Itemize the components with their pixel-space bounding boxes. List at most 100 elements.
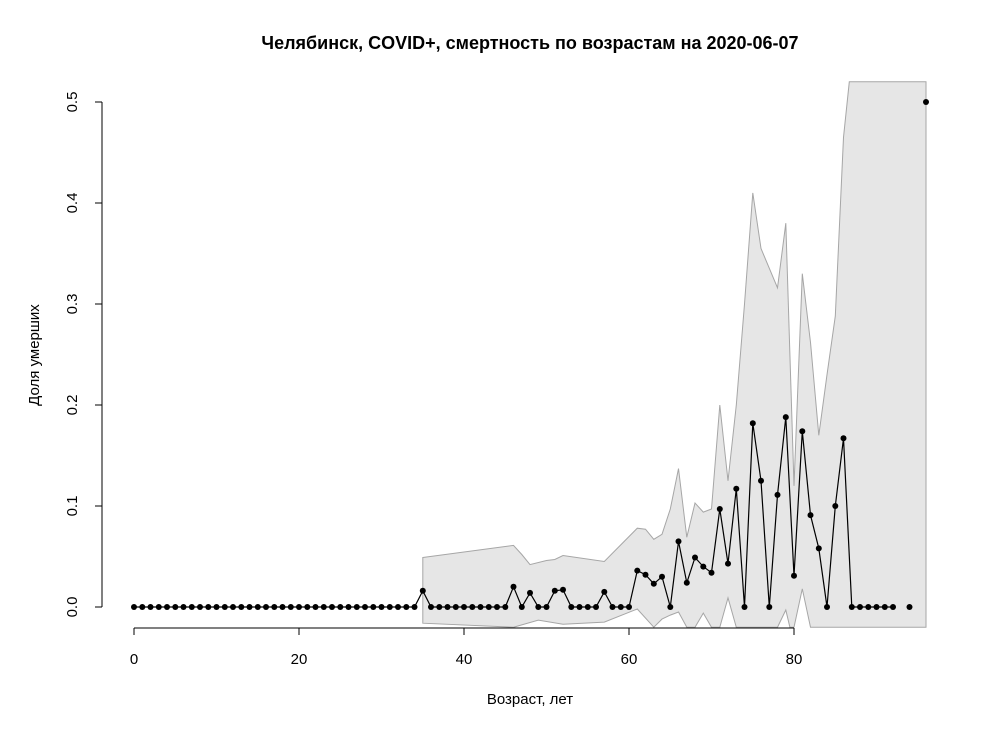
data-point: [857, 604, 863, 610]
y-axis-label: Доля умерших: [26, 304, 43, 406]
data-point: [452, 604, 459, 610]
data-point: [254, 604, 261, 610]
data-point: [246, 604, 253, 610]
data-point: [395, 604, 401, 610]
data-point: [419, 587, 426, 594]
data-point: [502, 604, 509, 610]
data-point: [568, 604, 575, 610]
data-point: [527, 589, 533, 596]
data-point: [172, 604, 179, 610]
data-point: [683, 579, 690, 586]
data-point: [312, 604, 319, 610]
data-point: [733, 485, 740, 492]
data-point: [370, 604, 377, 610]
data-point: [477, 604, 484, 610]
data-point: [824, 604, 830, 610]
data-point: [155, 604, 162, 610]
data-point: [881, 604, 888, 610]
data-point: [436, 604, 443, 610]
data-point: [923, 99, 929, 105]
data-point: [485, 604, 492, 610]
data-point: [213, 604, 220, 610]
x-axis-ticks: 0 20 40 60 80: [130, 628, 803, 668]
data-point: [782, 414, 789, 421]
data-point: [626, 604, 632, 610]
data-point: [807, 512, 814, 519]
data-point: [865, 604, 872, 610]
data-point: [617, 604, 624, 610]
data-point: [428, 604, 434, 610]
data-point: [725, 560, 731, 567]
data-point: [535, 604, 542, 610]
data-point: [692, 554, 698, 561]
data-point: [345, 604, 352, 610]
data-point: [205, 604, 212, 610]
data-point: [271, 604, 278, 610]
data-point: [510, 583, 517, 590]
data-point: [461, 604, 467, 610]
data-point: [609, 604, 616, 610]
data-point: [329, 604, 335, 610]
data-points: [131, 99, 929, 610]
data-point: [749, 420, 756, 427]
data-point: [667, 604, 674, 610]
x-tick-label: 80: [786, 651, 803, 668]
data-point: [560, 586, 566, 593]
data-point: [848, 604, 855, 610]
data-point: [840, 435, 847, 442]
confidence-band: [422, 81, 927, 628]
data-point: [320, 604, 327, 610]
data-point: [799, 428, 806, 435]
data-point: [518, 604, 525, 610]
data-point: [642, 571, 649, 578]
y-tick-label: 0.3: [64, 294, 81, 315]
x-tick-label: 20: [291, 651, 308, 668]
data-point: [287, 604, 294, 610]
data-point: [444, 604, 451, 610]
data-point: [279, 604, 286, 610]
data-point: [362, 604, 368, 610]
y-tick-label: 0.1: [64, 496, 81, 517]
data-point: [593, 604, 599, 610]
x-tick-label: 40: [456, 651, 473, 668]
data-point: [551, 587, 558, 594]
data-point: [296, 604, 302, 610]
data-point: [221, 604, 228, 610]
data-point: [906, 604, 913, 610]
data-point: [634, 567, 641, 574]
data-point: [337, 604, 344, 610]
data-point: [494, 604, 500, 610]
x-tick-label: 60: [621, 651, 638, 668]
data-point: [353, 604, 360, 610]
data-point: [741, 604, 748, 610]
data-point: [791, 572, 797, 579]
x-tick-label: 0: [130, 651, 138, 668]
data-point: [708, 569, 715, 576]
data-point: [700, 563, 707, 570]
data-point: [543, 604, 550, 610]
data-point: [238, 604, 245, 610]
data-point: [139, 604, 146, 610]
data-point: [411, 604, 418, 610]
data-point: [766, 604, 773, 610]
data-point: [403, 604, 410, 610]
data-point: [263, 604, 269, 610]
data-point: [832, 503, 839, 509]
data-point: [758, 477, 764, 484]
y-tick-label: 0.5: [64, 92, 81, 113]
data-point: [601, 588, 608, 595]
data-point: [197, 604, 203, 610]
data-point: [378, 604, 385, 610]
data-point: [180, 604, 187, 610]
data-point: [147, 604, 154, 610]
data-point: [131, 604, 137, 610]
data-point: [304, 604, 311, 610]
data-point: [230, 604, 236, 610]
data-point: [650, 580, 657, 587]
data-point: [774, 491, 781, 498]
data-point: [188, 604, 195, 610]
chart-title: Челябинск, COVID+, смертность по возраст…: [261, 33, 798, 53]
x-axis-label: Возраст, лет: [487, 691, 573, 708]
data-point: [164, 604, 170, 610]
